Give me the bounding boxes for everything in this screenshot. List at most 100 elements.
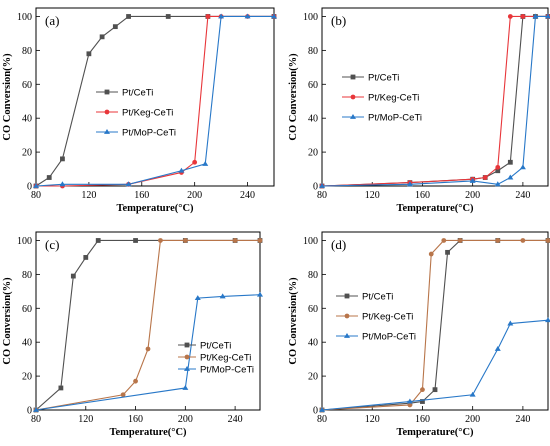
data-point — [133, 238, 138, 243]
data-point — [520, 14, 526, 19]
data-point — [257, 238, 263, 243]
data-point — [420, 399, 425, 404]
data-point — [507, 320, 514, 326]
x-tick-label: 120 — [365, 414, 380, 425]
legend-marker — [344, 313, 350, 319]
x-axis-label: Temperature(°C) — [116, 203, 194, 214]
legend-marker — [184, 366, 190, 371]
data-point — [59, 181, 66, 187]
series-line-2 — [321, 15, 548, 187]
y-tick-label: 40 — [308, 114, 318, 125]
legend-marker — [104, 109, 110, 115]
data-point — [60, 156, 65, 162]
plot-frame — [321, 231, 549, 411]
data-point — [192, 159, 198, 165]
x-axis-label: Temperature(°C) — [396, 427, 474, 438]
x-tick-label: 160 — [415, 414, 430, 425]
y-tick-label: 40 — [308, 338, 318, 349]
data-point — [507, 14, 513, 19]
legend-label: Pt/CeTi — [368, 73, 399, 84]
data-point — [99, 34, 105, 40]
x-tick-label: 160 — [415, 190, 430, 201]
y-tick-label: 80 — [22, 46, 32, 57]
data-point — [218, 13, 225, 19]
x-tick-label: 80 — [317, 414, 327, 425]
data-point — [145, 346, 151, 352]
x-tick-label: 240 — [240, 190, 255, 201]
y-tick-label: 100 — [303, 236, 318, 247]
series-line-3 — [35, 15, 274, 187]
y-axis-label: CO Conversion(%) — [288, 53, 299, 141]
x-tick-label: 160 — [134, 190, 149, 201]
data-point — [112, 24, 118, 30]
x-tick-label: 200 — [465, 414, 480, 425]
y-axis-label: CO Conversion(%) — [288, 277, 299, 365]
y-tick-label: 40 — [22, 114, 32, 125]
y-tick-label: 20 — [308, 372, 318, 383]
x-tick-label: 240 — [228, 414, 243, 425]
legend-marker — [104, 129, 110, 134]
y-tick-label: 0 — [313, 406, 318, 417]
data-point — [495, 238, 501, 243]
legend-marker — [350, 114, 356, 119]
legend-marker — [350, 94, 356, 100]
data-point — [495, 164, 501, 170]
data-point — [457, 238, 463, 243]
data-point — [194, 295, 201, 301]
series-line-1 — [321, 15, 548, 187]
data-point — [178, 167, 185, 173]
chart-panel-4: 80 120 160 200 240 0 20 40 60 80 100 Temperature(°C… — [288, 231, 550, 438]
data-point — [495, 168, 501, 174]
data-point — [126, 14, 131, 19]
data-point — [520, 238, 526, 243]
series-line-3 — [321, 15, 548, 187]
x-tick-label: 80 — [31, 414, 41, 425]
data-point — [507, 159, 513, 165]
data-point — [158, 238, 163, 243]
data-point — [202, 160, 209, 166]
data-point — [133, 378, 138, 384]
chart-panel-1: 80 120 160 200 240 0 20 40 60 80 100 Temperature(°C… — [2, 7, 277, 214]
data-point — [165, 14, 171, 19]
legend-label: Pt/MoP-CeTi — [362, 332, 416, 343]
data-point — [120, 392, 126, 398]
legend-label: Pt/Keg-CeTi — [368, 93, 419, 104]
legend-label: Pt/MoP-CeTi — [200, 365, 254, 376]
data-point — [545, 13, 550, 19]
legend-marker — [184, 342, 190, 348]
y-tick-label: 20 — [308, 148, 318, 159]
legend-label: Pt/Keg-CeTi — [362, 312, 413, 323]
legend-marker — [344, 333, 350, 338]
data-point — [205, 14, 211, 19]
data-point — [445, 249, 450, 255]
data-point — [428, 251, 434, 257]
x-tick-label: 200 — [178, 414, 193, 425]
legend-label: Pt/CeTi — [122, 88, 153, 99]
data-point — [182, 238, 188, 243]
y-tick-label: 20 — [22, 148, 32, 159]
y-tick-label: 60 — [308, 80, 318, 91]
y-tick-label: 100 — [17, 12, 32, 23]
series-line-1 — [321, 239, 548, 411]
x-tick-label: 80 — [317, 190, 327, 201]
y-tick-label: 20 — [22, 372, 32, 383]
data-point — [33, 407, 39, 412]
legend-label: Pt/CeTi — [200, 341, 231, 352]
legend: Pt/CeTi Pt/Keg-CeTi Pt/MoP-CeTi — [96, 88, 176, 139]
y-tick-label: 100 — [17, 236, 32, 247]
x-axis-label: Temperature(°C) — [109, 427, 187, 438]
y-tick-label: 0 — [313, 182, 318, 193]
legend-label: Pt/CeTi — [362, 292, 393, 303]
legend-label: Pt/MoP-CeTi — [122, 128, 176, 139]
panel-label: (d) — [331, 237, 346, 252]
chart-panel-3: 80 120 160 200 240 0 20 40 60 80 100 Temperature(°C… — [2, 231, 263, 438]
data-point — [406, 398, 413, 404]
y-tick-label: 80 — [22, 270, 32, 281]
y-tick-label: 40 — [22, 338, 32, 349]
data-point — [469, 177, 476, 183]
data-point — [519, 164, 526, 170]
data-point — [406, 181, 413, 187]
y-tick-label: 60 — [22, 304, 32, 315]
legend-label: Pt/Keg-CeTi — [122, 108, 173, 119]
